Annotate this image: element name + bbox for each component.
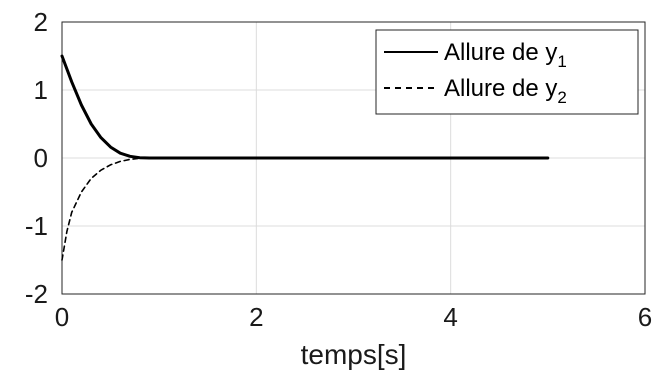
x-tick-label-2: 4 — [443, 302, 457, 332]
tick-labels: 0 2 4 6 2 1 0 -1 -2 — [25, 7, 652, 332]
legend-entry-y2: Allure de y2 — [444, 75, 567, 107]
legend-entry-y1-subscript: 1 — [557, 52, 566, 71]
x-tick-label-1: 2 — [249, 302, 263, 332]
legend: Allure de y1 Allure de y2 — [375, 29, 639, 115]
legend-entry-y1: Allure de y1 — [444, 39, 567, 71]
series-layer — [60, 54, 550, 261]
y-tick-label-2: 0 — [34, 143, 48, 173]
x-tick-label-3: 6 — [638, 302, 652, 332]
y-tick-label-0: 2 — [34, 7, 48, 37]
series-line-y1 — [60, 54, 550, 160]
legend-entry-y2-label: Allure de y — [444, 75, 557, 102]
y-tick-label-1: 1 — [34, 75, 48, 105]
legend-box — [375, 29, 639, 115]
x-tick-label-0: 0 — [55, 302, 69, 332]
legend-entry-y2-subscript: 2 — [557, 88, 566, 107]
series-line-y2 — [61, 157, 151, 261]
x-axis-label: temps[s] — [301, 339, 407, 370]
legend-entry-y1-label: Allure de y — [444, 39, 557, 66]
y-tick-label-4: -2 — [25, 279, 48, 309]
plot-area-frame — [61, 21, 646, 295]
y-tick-label-3: -1 — [25, 211, 48, 241]
